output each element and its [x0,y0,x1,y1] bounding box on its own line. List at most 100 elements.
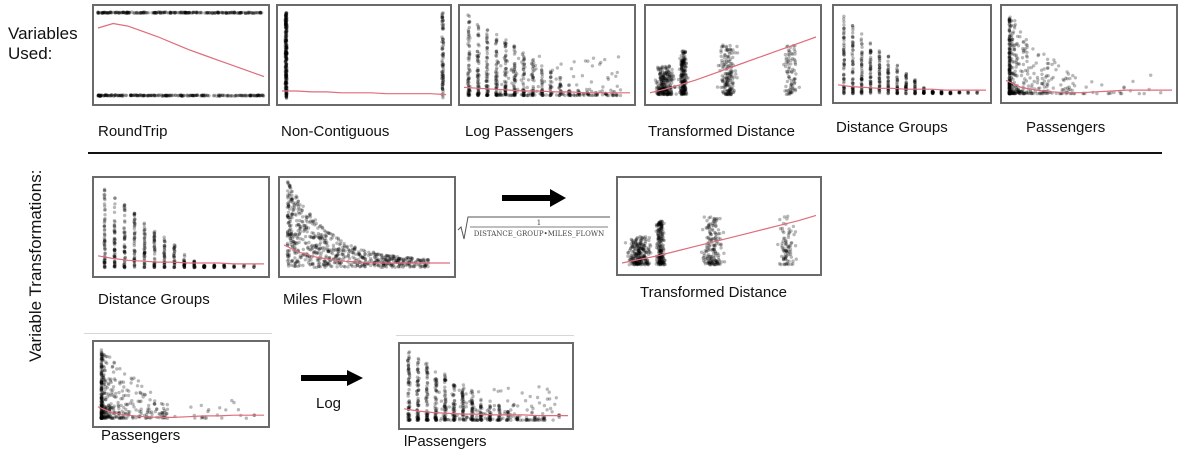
scatter-point [142,262,146,266]
scatter-point [284,50,289,54]
scatter-point [123,236,127,240]
scatter-point [682,78,687,83]
scatter-point [537,54,542,58]
scatter-point [503,92,508,96]
scatter-point [663,76,667,80]
scatter-point [349,244,353,248]
scatter-point [721,91,726,95]
scatter-point [202,264,207,268]
scatter-point [842,50,846,54]
scatter-point [334,254,339,259]
scatter-point [255,11,260,15]
scatter-point [519,92,524,97]
scatter-point [637,261,642,266]
scatter-point [485,65,489,69]
scatter-point [320,235,324,240]
scatter-point [475,92,479,96]
scatter-point [192,264,197,268]
scatter-point [408,265,412,269]
scatter-point [212,264,216,268]
scatter-point [793,59,797,63]
scatter-point [638,260,642,265]
scatter-point [325,247,329,251]
scatter-point [729,92,733,96]
scatter-point [659,221,663,226]
scatter-point [708,231,712,235]
scatter-point [1137,91,1141,96]
scatter-point [707,244,711,248]
scatter-point [588,93,592,98]
scatter-point [540,70,544,74]
scatter-point [842,27,846,31]
scatter-point [503,91,507,95]
scatter-point [842,17,846,21]
scatter-point [1100,83,1104,87]
scatter-point [665,70,670,74]
scatter-point [476,93,481,97]
scatter-point [112,239,116,243]
scatter-point [183,11,187,15]
scatter-point [655,85,659,90]
scatter-point [658,72,662,76]
scatter-point [346,253,351,258]
scatter-point [679,63,683,67]
scatter-point [1007,84,1012,89]
scatter-point [477,34,481,38]
scatter-point [634,237,638,242]
scatter-point [573,93,577,98]
scatter-point [303,258,307,262]
scatter-point [661,246,665,250]
scatter-point [486,72,490,76]
scatter-point [541,93,545,97]
scatter-point [658,222,663,226]
scatter-point [113,230,117,235]
scatter-point [313,223,317,227]
scatter-point [330,264,334,269]
scatter-point [417,263,421,267]
scatter-point [635,236,639,240]
scatter-point [558,93,562,97]
scatter-point [504,66,508,71]
scatter-point [666,90,670,95]
scatter-point [705,249,709,253]
scatter-point [138,93,142,97]
scatter-point [172,251,176,256]
scatter-point [1084,85,1088,89]
scatter-point [645,258,649,263]
scatter-point [842,29,846,34]
scatter-point [192,263,196,267]
scatter-point [103,260,107,265]
scatter-point [494,54,499,58]
scatter-point [242,10,246,15]
scatter-point [476,42,480,46]
scatter-point [495,77,499,82]
scatter-point [307,247,311,252]
scatter-point [717,261,721,265]
scatter-point [477,73,481,78]
scatter-point [415,258,420,262]
scatter-point [660,234,664,238]
scatter-point [513,91,517,95]
scatter-point [682,57,686,61]
scatter-point [1012,24,1016,28]
scatter-point [112,259,117,263]
scatter-point [595,93,599,97]
scatter-point [635,262,640,267]
scatter-point [725,71,730,76]
scatter-point [112,261,117,265]
scatter-point [346,251,351,255]
scatter-point [726,59,731,64]
scatter-point [223,93,227,98]
scatter-point [475,49,480,54]
scatter-point [1014,58,1019,62]
scatter-point [99,93,104,97]
scatter-point [1023,47,1027,51]
scatter-point [440,40,444,44]
scatter-point [540,91,545,96]
scatter-point [172,246,176,250]
scatter-point [161,10,166,15]
scatter-point [198,10,203,14]
scatter-point [321,262,325,267]
scatter-point [284,54,288,58]
scatter-point [315,257,320,261]
